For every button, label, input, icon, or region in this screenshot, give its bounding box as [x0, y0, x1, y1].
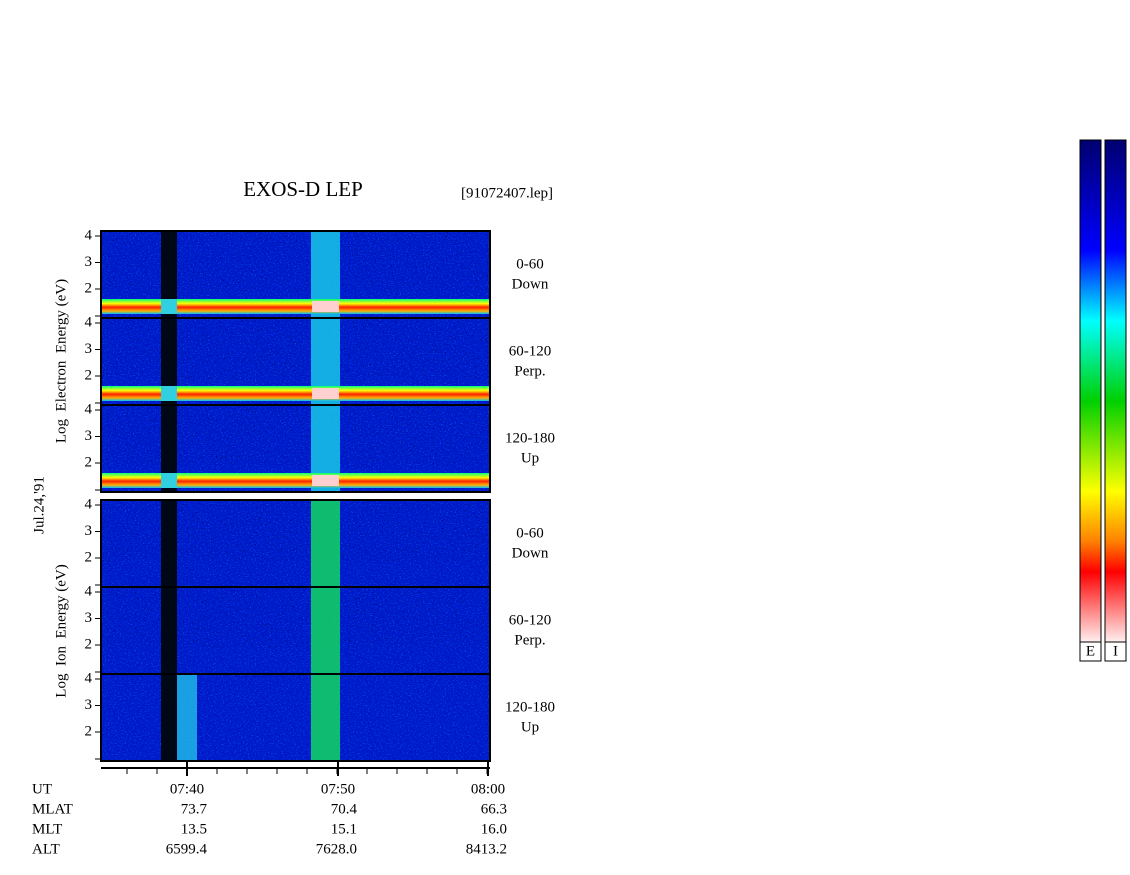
gap: [161, 473, 177, 488]
pitch-range: 60-120: [509, 612, 552, 628]
low-energy-line: [101, 473, 490, 488]
spectrogram-dropouts: [101, 231, 490, 292]
dark-band: [161, 500, 177, 587]
pitch-direction: Up: [521, 450, 539, 466]
spectrogram-dropouts: [101, 405, 490, 466]
pitch-direction: Perp.: [514, 632, 545, 648]
pitch-direction: Perp.: [514, 363, 545, 379]
peak: [312, 475, 339, 486]
colorbar-label-box: [1079, 641, 1102, 662]
gap: [161, 299, 177, 314]
cyan-band: [177, 674, 197, 761]
y-tick-label: 4: [85, 496, 93, 512]
pitch-range: 0-60: [516, 256, 544, 272]
y-tick-label: 3: [85, 254, 93, 270]
dark-band: [161, 587, 177, 674]
dark-band: [161, 674, 177, 761]
y-tick-label: 2: [85, 636, 93, 652]
time-tick-label: 07:40: [170, 781, 204, 797]
panel-frame: [100, 673, 491, 762]
y-tick-label: 3: [85, 428, 93, 444]
time-tick-label: 07:50: [321, 781, 355, 797]
low-energy-line: [101, 386, 490, 401]
y-tick-label: 2: [85, 549, 93, 565]
y-tick-label: 4: [85, 583, 93, 599]
peak: [312, 301, 339, 312]
pitch-range: 120-180: [505, 430, 555, 446]
peak: [312, 388, 339, 399]
y-tick-label: 3: [85, 610, 93, 626]
pitch-range: 0-60: [516, 525, 544, 541]
colorbar: [1104, 139, 1127, 643]
panel-frame: [100, 404, 491, 493]
colorbar-label: I: [1113, 643, 1118, 659]
cyan-band: [311, 500, 340, 587]
y-tick-label: 2: [85, 723, 93, 739]
date: Jul.24,'91: [31, 476, 47, 534]
row-label: MLT: [32, 821, 62, 837]
spectrogram-dropouts: [101, 318, 490, 379]
y-tick-label: 3: [85, 697, 93, 713]
spectrogram-dropouts: [101, 587, 490, 648]
row-label: MLAT: [32, 801, 73, 817]
row-value: 13.5: [181, 821, 207, 837]
row-value: 66.3: [481, 801, 507, 817]
time-tick-label: 08:00: [471, 781, 505, 797]
y-tick-label: 2: [85, 454, 93, 470]
electron-axis-label: Log Electron Energy (eV): [53, 279, 69, 443]
title: EXOS-D LEP: [243, 177, 363, 201]
y-tick-label: 4: [85, 670, 93, 686]
row-label: UT: [32, 781, 52, 797]
spectrogram-dropouts: [101, 500, 490, 561]
cyan-band: [311, 587, 340, 674]
ion-axis-label: Log Ion Energy (eV): [53, 564, 69, 697]
colorbar: [1079, 139, 1102, 643]
y-tick-label: 3: [85, 523, 93, 539]
row-value: 6599.4: [166, 841, 208, 857]
row-value: 73.7: [181, 801, 208, 817]
low-energy-line: [101, 299, 490, 314]
y-tick-label: 4: [85, 401, 93, 417]
pitch-direction: Up: [521, 719, 539, 735]
pitch-range: 60-120: [509, 343, 552, 359]
dark-band: [161, 405, 177, 492]
pitch-range: 120-180: [505, 699, 555, 715]
dark-band: [161, 231, 177, 318]
dark-band: [161, 318, 177, 405]
row-value: 7628.0: [316, 841, 357, 857]
row-value: 8413.2: [466, 841, 507, 857]
colorbar-label: E: [1086, 643, 1095, 659]
colorbar-label-box: [1104, 641, 1127, 662]
row-value: 15.1: [331, 821, 357, 837]
y-tick-label: 2: [85, 367, 93, 383]
row-value: 16.0: [481, 821, 507, 837]
cyan-band: [311, 674, 340, 761]
gap: [161, 386, 177, 401]
y-tick-label: 2: [85, 280, 93, 296]
pitch-direction: Down: [512, 545, 549, 561]
y-tick-label: 3: [85, 341, 93, 357]
row-label: ALT: [32, 841, 60, 857]
row-value: 70.4: [331, 801, 358, 817]
y-tick-label: 4: [85, 227, 93, 243]
y-tick-label: 4: [85, 314, 93, 330]
file-name: [91072407.lep]: [461, 185, 553, 201]
pitch-direction: Down: [512, 276, 549, 292]
